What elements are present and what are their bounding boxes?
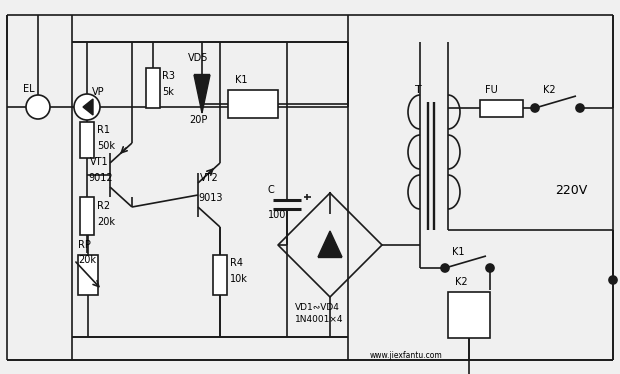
Polygon shape [194, 75, 210, 113]
Text: 5k: 5k [162, 87, 174, 97]
Text: K2: K2 [543, 85, 556, 95]
Text: 9013: 9013 [198, 193, 223, 203]
Text: C: C [268, 185, 275, 195]
Circle shape [74, 94, 100, 120]
Circle shape [609, 276, 617, 284]
Text: T: T [415, 85, 422, 95]
Circle shape [441, 264, 449, 272]
Text: RP: RP [78, 240, 91, 250]
Text: VT1: VT1 [90, 157, 108, 167]
Text: 20k: 20k [78, 255, 96, 265]
Text: www.jiexfantu.com: www.jiexfantu.com [370, 350, 443, 359]
Text: VD5: VD5 [188, 53, 208, 63]
Bar [78, 255, 98, 295]
Bar [228, 90, 278, 118]
Bar [146, 68, 160, 108]
Bar [80, 197, 94, 235]
Bar [448, 292, 490, 338]
Circle shape [486, 264, 494, 272]
Text: 20k: 20k [97, 217, 115, 227]
Text: K1: K1 [235, 75, 247, 85]
Text: R2: R2 [97, 201, 110, 211]
Text: K1: K1 [452, 247, 464, 257]
Text: 9012: 9012 [88, 173, 113, 183]
Text: 1N4001×4: 1N4001×4 [295, 316, 343, 325]
Text: VP: VP [92, 87, 105, 97]
Polygon shape [83, 99, 93, 115]
Circle shape [576, 104, 584, 112]
Circle shape [26, 95, 50, 119]
Text: VT2: VT2 [200, 173, 219, 183]
Text: FU: FU [485, 85, 498, 95]
Text: 10k: 10k [230, 274, 248, 284]
Text: R1: R1 [97, 125, 110, 135]
Text: 220V: 220V [555, 184, 587, 196]
Text: EL: EL [23, 84, 35, 94]
Bar [480, 100, 523, 117]
Bar [213, 255, 227, 295]
Text: 50k: 50k [97, 141, 115, 151]
Text: 100: 100 [268, 210, 286, 220]
Text: K2: K2 [455, 277, 467, 287]
Circle shape [531, 104, 539, 112]
Text: R3: R3 [162, 71, 175, 81]
Text: R4: R4 [230, 258, 243, 268]
Text: 20P: 20P [189, 115, 207, 125]
Bar [80, 122, 94, 158]
Polygon shape [318, 231, 342, 257]
Text: VD1∾VD4: VD1∾VD4 [295, 303, 340, 313]
